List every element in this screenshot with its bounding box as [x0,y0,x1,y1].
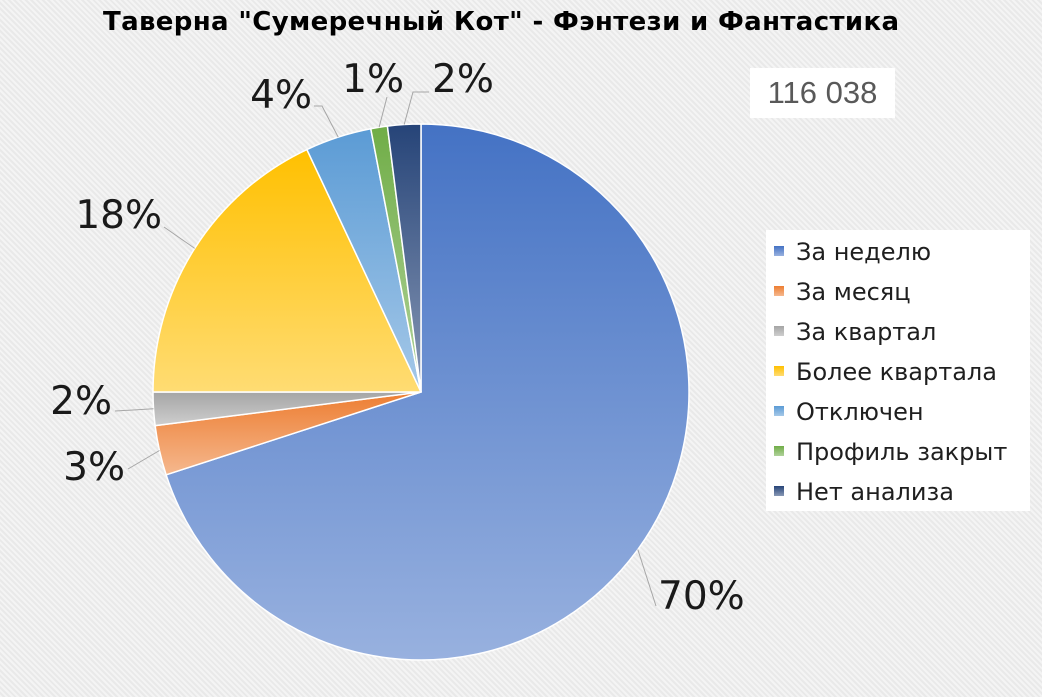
data-label-more-than-quarter: 18% [75,193,162,238]
legend-label-disabled: Отключен [796,398,924,426]
leader-line-quarter [114,408,154,412]
legend-label-quarter: За квартал [796,318,936,346]
legend-marker-no-analysis [774,486,784,496]
legend-label-no-analysis: Нет анализа [796,478,954,506]
leader-lines [114,91,657,607]
pie-slices [152,123,690,661]
legend-marker-profile-closed [774,446,784,456]
data-label-profile-closed: 1% [342,57,404,102]
legend-marker-week [774,246,784,256]
leader-line-more-than-quarter [163,226,195,249]
data-label-no-analysis: 2% [432,57,494,102]
leader-line-month [127,450,160,470]
pie-slice-week [165,123,690,661]
data-label-week: 70% [658,574,745,619]
legend-marker-quarter [774,326,784,336]
leader-line-no-analysis [403,91,429,125]
data-label-disabled: 4% [250,73,312,118]
legend-marker-disabled [774,406,784,416]
pie-slice-no-analysis [386,123,422,393]
legend-label-month: За месяц [796,278,911,306]
legend-box [766,230,1030,511]
legend-marker-more-than-quarter [774,366,784,376]
data-label-month: 3% [63,445,125,490]
legend-marker-month [774,286,784,296]
legend-label-profile-closed: Профиль закрыт [796,438,1007,466]
legend-label-week: За неделю [796,238,931,266]
total-count-value: 116 038 [768,75,878,110]
chart-title: Таверна "Сумеречный Кот" - Фэнтези и Фан… [103,7,899,37]
data-labels: 70% 3% 2% 18% 4% 1% 2% [50,57,745,619]
legend: За неделю За месяц За квартал Более квар… [766,230,1030,511]
total-count-box [750,68,895,118]
leader-line-disabled [314,105,339,138]
leader-line-week [637,549,657,607]
data-label-quarter: 2% [50,379,112,424]
leader-line-profile-closed [378,96,388,128]
pie-slice-more-than-quarter [152,148,422,393]
legend-label-more-than-quarter: Более квартала [796,358,997,386]
